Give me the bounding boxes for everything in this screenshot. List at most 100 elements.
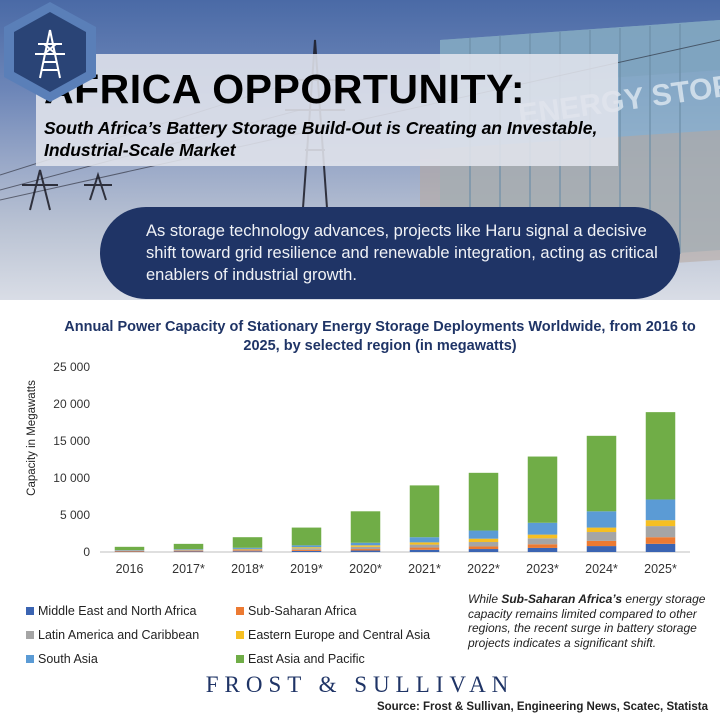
note-highlight: Sub-Saharan Africa’s xyxy=(501,592,623,606)
bar-segment xyxy=(527,534,558,539)
bar-segment xyxy=(586,527,617,533)
bar-segment xyxy=(645,520,676,527)
bar-segment xyxy=(586,532,617,541)
y-tick-label: 25 000 xyxy=(53,360,90,374)
bar-segment xyxy=(350,545,381,547)
callout-banner xyxy=(100,207,680,299)
bar-segment xyxy=(291,545,322,548)
bar-segment xyxy=(173,551,204,552)
bar-segment xyxy=(350,550,381,552)
bar-segment xyxy=(586,540,617,547)
bar-segment xyxy=(350,549,381,551)
bar-segment xyxy=(527,538,558,545)
bar-segment xyxy=(291,547,322,549)
x-tick-label: 2017* xyxy=(172,562,205,576)
legend-label: Latin America and Caribbean xyxy=(38,628,200,642)
bar-segment xyxy=(173,550,204,552)
bar-segment xyxy=(468,549,499,552)
legend-swatch xyxy=(26,607,34,615)
power-tower-icon xyxy=(4,2,96,102)
bar-segment xyxy=(350,511,381,543)
legend-label: Sub-Saharan Africa xyxy=(248,604,357,618)
legend-swatch xyxy=(236,607,244,615)
bar-segment xyxy=(232,551,263,552)
bar-segment xyxy=(291,550,322,552)
legend-swatch xyxy=(26,631,34,639)
bar-segment xyxy=(114,551,145,552)
legend-label: East Asia and Pacific xyxy=(248,652,365,666)
page-title: AFRICA OPPORTUNITY: xyxy=(44,66,525,112)
bar-segment xyxy=(173,549,204,550)
bar-segment xyxy=(232,548,263,550)
bar-segment xyxy=(409,537,440,543)
callout-text: As storage technology advances, projects… xyxy=(146,222,658,284)
bar-segment xyxy=(232,547,263,549)
stacked-bar-chart: 0 5 000 10 000 15 000 20 000 25 000 2016 2017* 2… xyxy=(53,360,690,576)
bar-segment xyxy=(173,550,204,551)
x-tick-label: 2020* xyxy=(349,562,382,576)
title-backdrop xyxy=(36,54,618,166)
legend-swatch xyxy=(236,631,244,639)
bar-segment xyxy=(409,544,440,548)
legend-label: South Asia xyxy=(38,652,98,666)
bar-segment xyxy=(586,435,617,512)
y-tick-label: 10 000 xyxy=(53,471,90,485)
y-tick-label: 20 000 xyxy=(53,397,90,411)
bar-segment xyxy=(232,549,263,551)
bar-segment xyxy=(527,456,558,523)
note-text-end: energy storage capacity remains limited … xyxy=(468,592,706,650)
bar-segment xyxy=(586,511,617,528)
bar-segment xyxy=(232,550,263,552)
legend-swatch xyxy=(26,655,34,663)
bar-segment xyxy=(527,547,558,552)
bar-segment xyxy=(468,472,499,531)
legend-item: Sub-Saharan Africa xyxy=(236,604,356,618)
source-line: Source: Frost & Sullivan, Engineering Ne… xyxy=(376,701,708,713)
bar-segment xyxy=(468,530,499,539)
x-tick-label: 2025* xyxy=(644,562,677,576)
bar-segment xyxy=(468,538,499,543)
legend-item: Latin America and Caribbean xyxy=(26,628,199,642)
x-tick-label: 2016 xyxy=(116,562,144,576)
bar-segment xyxy=(468,542,499,547)
annotation-note: While Sub-Saharan Africa’s energy storag… xyxy=(468,592,712,650)
x-tick-label: 2022* xyxy=(467,562,500,576)
note-text-start: While xyxy=(468,592,502,606)
legend-item: Middle East and North Africa xyxy=(26,604,196,618)
bar-segment xyxy=(114,546,145,551)
bar-segment xyxy=(173,543,204,550)
bar-segment xyxy=(645,537,676,544)
bar-segment xyxy=(527,522,558,535)
bar-segment xyxy=(350,542,381,546)
bar-segment xyxy=(645,543,676,552)
hero-banner: ENERGY STORAGE AFRICA OPPORTUNITY: South… xyxy=(0,0,720,300)
legend-item: East Asia and Pacific xyxy=(236,652,365,666)
x-tick-label: 2021* xyxy=(408,562,441,576)
x-tick-label: 2018* xyxy=(231,562,264,576)
bar-segment xyxy=(291,549,322,551)
y-tick-label: 5 000 xyxy=(60,508,90,522)
bar-segment xyxy=(468,546,499,550)
bar-segment xyxy=(409,549,440,552)
bar-segment xyxy=(645,499,676,521)
bar-segment xyxy=(409,547,440,550)
bar-segment xyxy=(291,548,322,550)
bar-segment xyxy=(527,544,558,548)
legend-item: South Asia xyxy=(26,652,98,666)
x-tick-label: 2019* xyxy=(290,562,323,576)
x-tick-label: 2024* xyxy=(585,562,618,576)
bar-segment xyxy=(409,542,440,545)
brand-logo: FROST & SULLIVAN xyxy=(205,672,515,697)
page-subtitle: South Africa’s Battery Storage Build-Out… xyxy=(44,118,598,160)
chart-title: Annual Power Capacity of Stationary Ener… xyxy=(64,319,696,354)
bar-segment xyxy=(586,546,617,552)
bar-segment xyxy=(350,546,381,550)
bar-segment xyxy=(409,485,440,538)
bar-segment xyxy=(645,526,676,538)
bar-segment xyxy=(232,537,263,548)
legend-label: Eastern Europe and Central Asia xyxy=(248,628,431,642)
bar-segment xyxy=(645,412,676,500)
bar-segment xyxy=(291,527,322,546)
y-tick-label: 15 000 xyxy=(53,434,90,448)
legend-label: Middle East and North Africa xyxy=(38,604,197,618)
